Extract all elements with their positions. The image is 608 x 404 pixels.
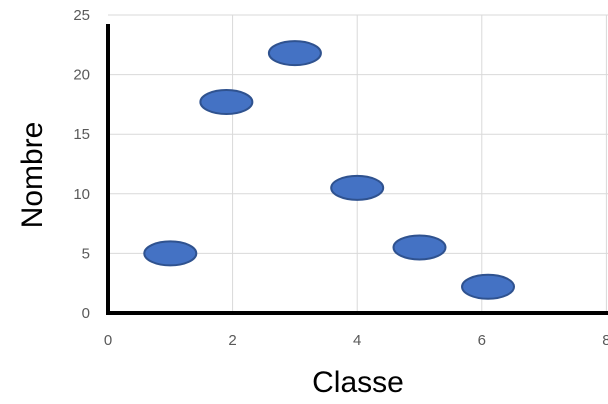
y-tick-label: 10 bbox=[73, 186, 90, 203]
x-tick-label: 0 bbox=[104, 332, 112, 349]
y-tick-label: 25 bbox=[73, 7, 90, 24]
x-tick-label: 2 bbox=[228, 332, 236, 349]
x-tick-label: 4 bbox=[353, 332, 361, 349]
axes bbox=[106, 24, 608, 315]
y-tick-label: 0 bbox=[82, 305, 90, 322]
grid-lines bbox=[108, 14, 608, 313]
data-point bbox=[461, 273, 516, 300]
data-points bbox=[143, 40, 516, 300]
x-axis-title: Classe bbox=[312, 366, 404, 399]
data-point bbox=[267, 40, 322, 67]
data-point bbox=[330, 174, 385, 201]
y-tick-label: 5 bbox=[82, 245, 90, 262]
x-tick-label: 8 bbox=[602, 332, 608, 349]
data-point bbox=[199, 89, 254, 116]
x-tick-labels: 0 2 4 6 8 bbox=[104, 332, 608, 349]
y-tick-label: 15 bbox=[73, 126, 90, 143]
x-tick-label: 6 bbox=[478, 332, 486, 349]
data-point bbox=[392, 234, 447, 261]
y-axis-title: Nombre bbox=[16, 122, 49, 229]
data-point bbox=[143, 240, 198, 267]
y-tick-labels: 0 5 10 15 20 25 bbox=[73, 7, 90, 322]
y-tick-label: 20 bbox=[73, 67, 90, 84]
